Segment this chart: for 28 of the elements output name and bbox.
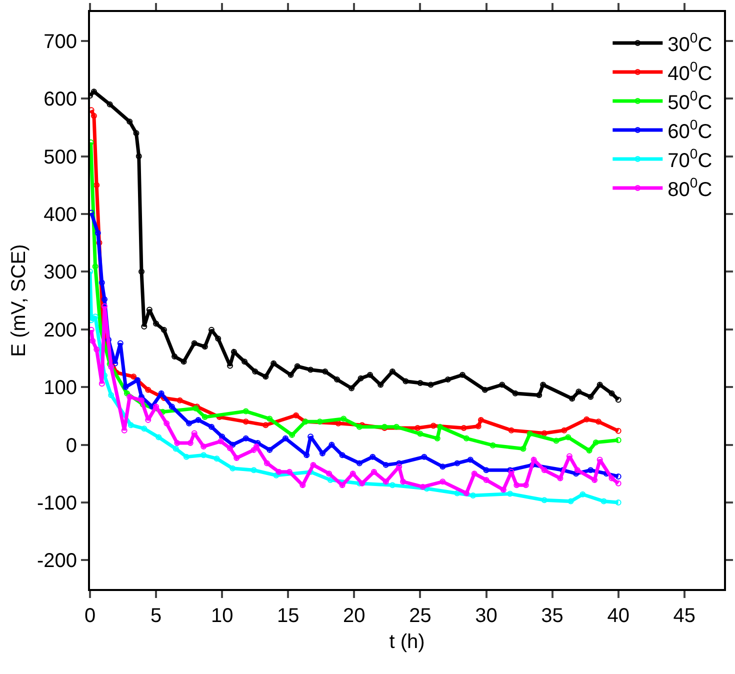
legend-label: 50$^{0}$C (668, 87, 712, 114)
y-tick-label: -200 (36, 550, 77, 572)
x-tick-label: 40 (607, 605, 630, 627)
legend-label: 40$^{0}$C (668, 58, 712, 85)
x-tick-label: 20 (343, 605, 366, 627)
legend-label: 70$^{0}$C (668, 145, 712, 172)
legend-label: 60$^{0}$C (668, 116, 712, 143)
y-tick-label: 400 (44, 204, 77, 226)
y-tick-label: -100 (36, 492, 77, 514)
x-tick-label: 0 (84, 605, 96, 627)
y-tick-label: 600 (44, 88, 77, 111)
x-tick-label: 45 (673, 605, 696, 627)
x-tick-label: 30 (475, 605, 498, 627)
x-tick-label: 15 (277, 605, 300, 627)
x-tick-label: 35 (541, 605, 564, 627)
legend-label: 30$^{0}$C (668, 29, 712, 56)
y-tick-label: 500 (44, 146, 77, 168)
y-tick-label: 0 (66, 434, 77, 457)
x-tick-label: 10 (210, 605, 234, 627)
y-tick-label: 300 (44, 262, 77, 284)
legend-label: 80$^{0}$C (668, 174, 712, 201)
x-axis-title: t (h) (389, 631, 425, 653)
x-tick-label: 5 (150, 605, 162, 627)
y-tick-label: 700 (44, 30, 77, 53)
y-tick-label: 100 (44, 377, 77, 400)
x-tick-label: 25 (409, 605, 432, 627)
y-tick-label: 200 (44, 319, 77, 342)
y-axis-title: E (mV, SCE) (8, 244, 30, 357)
